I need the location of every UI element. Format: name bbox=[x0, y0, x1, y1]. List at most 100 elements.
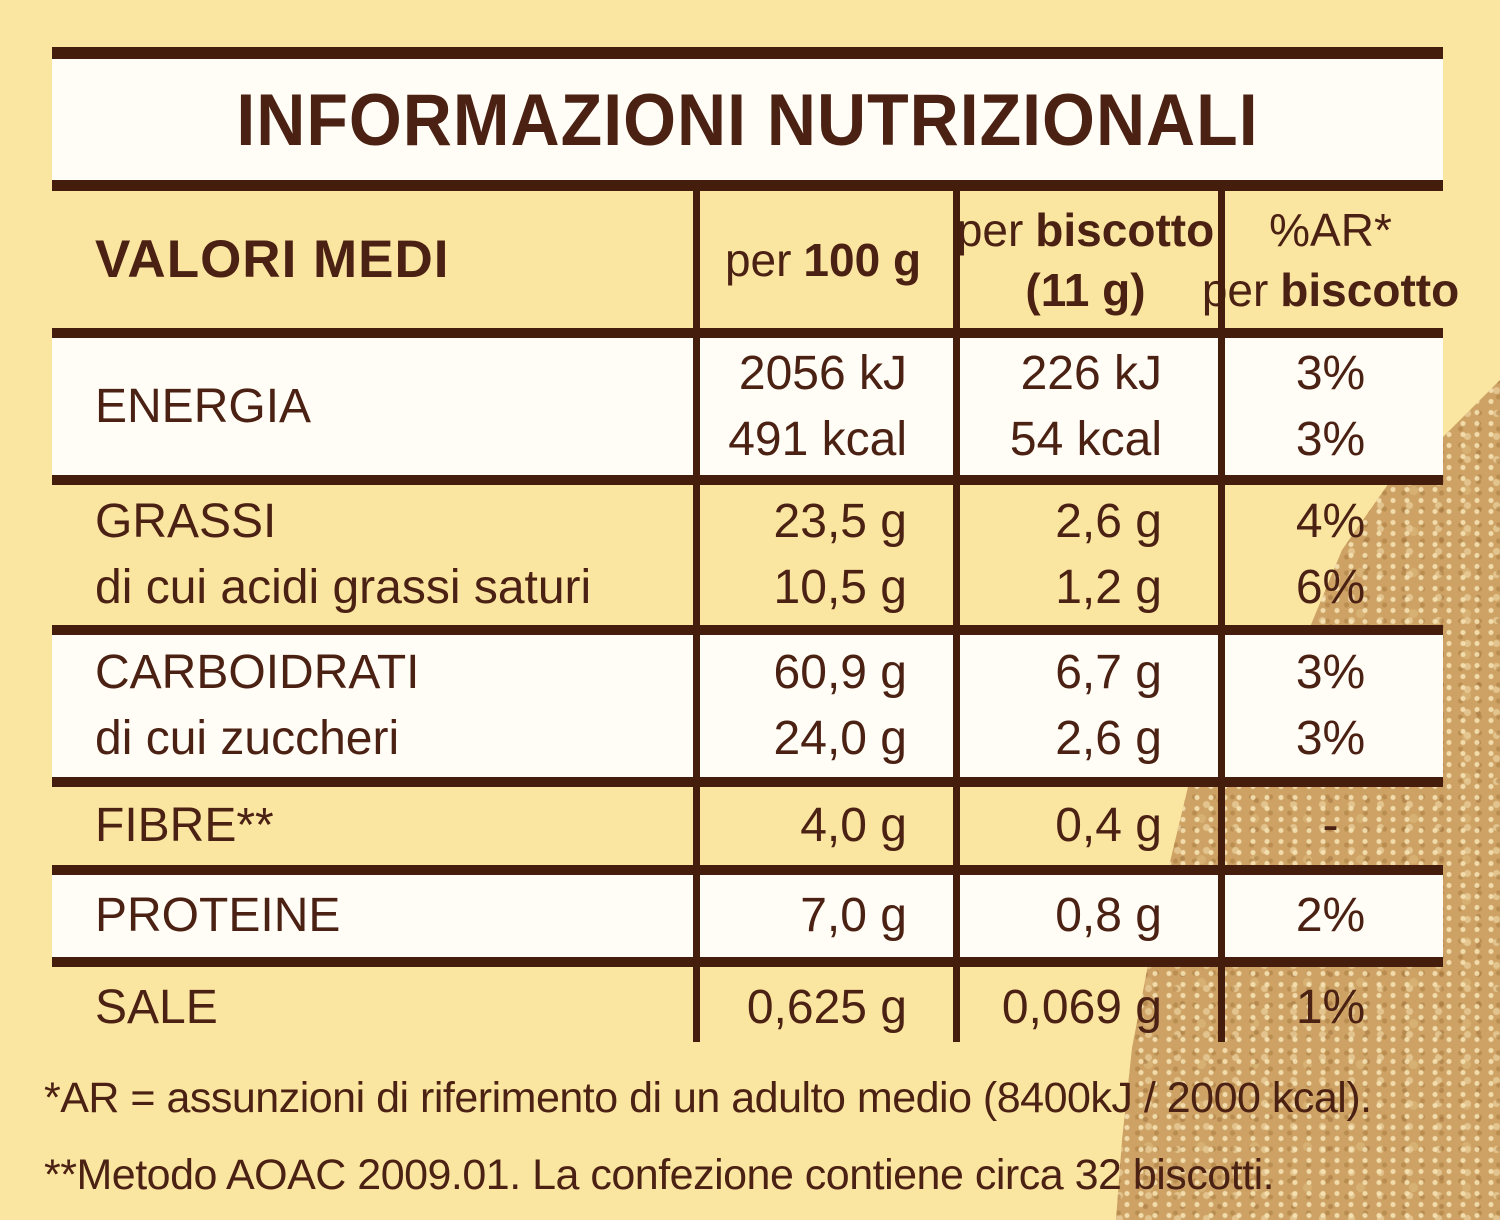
value-ar: 3% bbox=[1295, 646, 1366, 699]
value-ar-cell: 2% bbox=[1218, 875, 1443, 957]
row-label: ENERGIA bbox=[95, 379, 312, 433]
row-label-cell: CARBOIDRATI di cui zuccheri bbox=[52, 635, 693, 777]
table-row-sale: SALE 0,625 g 0,069 g 1% bbox=[52, 967, 1443, 1048]
footnote-ar: *AR = assunzioni di riferimento di un ad… bbox=[44, 1074, 1372, 1122]
value-per-100g: 2056 kJ bbox=[738, 346, 907, 400]
value-ar: - bbox=[1322, 799, 1339, 852]
header-cell-per-biscotto: per biscotto (11 g) bbox=[953, 191, 1218, 328]
table-row-energia: ENERGIA 2056 kJ 491 kcal 226 kJ 54 kcal … bbox=[52, 338, 1443, 475]
value-per-biscotto-cell: 0,069 g bbox=[953, 967, 1218, 1048]
value-ar-cell: 1% bbox=[1218, 967, 1443, 1048]
header-ar-word: biscotto bbox=[1280, 263, 1460, 316]
value-per-biscotto: 1,2 g bbox=[1055, 561, 1162, 614]
page-title: INFORMAZIONI NUTRIZIONALI bbox=[236, 78, 1259, 161]
value-per-100g-cell: 2056 kJ 491 kcal bbox=[693, 338, 953, 475]
header-cell-ar-per-biscotto: %AR* per biscotto bbox=[1202, 191, 1459, 328]
table-title-row: INFORMAZIONI NUTRIZIONALI bbox=[52, 59, 1443, 180]
value-ar: 3% bbox=[1295, 412, 1366, 466]
row-label: SALE bbox=[95, 980, 218, 1034]
value-per-biscotto-cell: 226 kJ 54 kcal bbox=[953, 338, 1218, 475]
value-ar-cell: - bbox=[1218, 787, 1443, 865]
value-ar: 3% bbox=[1295, 346, 1366, 400]
value-ar: 6% bbox=[1295, 561, 1366, 614]
value-per-100g: 23,5 g bbox=[773, 495, 907, 548]
value-per-biscotto-cell: 0,4 g bbox=[953, 787, 1218, 865]
value-per-100g: 60,9 g bbox=[773, 646, 907, 699]
table-row-fibre: FIBRE** 4,0 g 0,4 g - bbox=[52, 787, 1443, 865]
row-divider bbox=[52, 777, 1443, 787]
value-per-biscotto: 6,7 g bbox=[1055, 646, 1162, 699]
value-ar: 4% bbox=[1295, 495, 1366, 548]
footnotes: *AR = assunzioni di riferimento di un ad… bbox=[44, 1060, 1372, 1214]
column-header-ar: %AR* bbox=[1269, 203, 1392, 256]
value-per-100g: 0,625 g bbox=[746, 980, 907, 1034]
header-per-biscotto-word: biscotto bbox=[1035, 203, 1215, 256]
row-label: PROTEINE bbox=[95, 889, 341, 942]
value-ar: 2% bbox=[1295, 889, 1366, 942]
value-per-100g: 10,5 g bbox=[773, 561, 907, 614]
value-per-biscotto: 2,6 g bbox=[1055, 712, 1162, 765]
row-divider bbox=[52, 957, 1443, 967]
table-row-grassi: GRASSI di cui acidi grassi saturi 23,5 g… bbox=[52, 485, 1443, 625]
value-per-100g: 7,0 g bbox=[800, 889, 907, 942]
header-per-biscotto-prefix: per bbox=[956, 203, 1024, 256]
divider-below-title bbox=[52, 180, 1443, 191]
table-border-top bbox=[52, 47, 1443, 59]
column-header-valori-medi: VALORI MEDI bbox=[95, 230, 450, 289]
header-ar-prefix: per bbox=[1201, 263, 1269, 316]
row-label-cell: GRASSI di cui acidi grassi saturi bbox=[52, 485, 693, 625]
value-per-100g: 24,0 g bbox=[773, 712, 907, 765]
column-separator-1 bbox=[693, 191, 700, 1042]
value-ar-cell: 3% 3% bbox=[1218, 338, 1443, 475]
value-per-biscotto: 2,6 g bbox=[1055, 495, 1162, 548]
value-per-100g-cell: 60,9 g 24,0 g bbox=[693, 635, 953, 777]
value-per-100g: 4,0 g bbox=[800, 799, 907, 852]
value-ar-cell: 4% 6% bbox=[1218, 485, 1443, 625]
value-per-100g-cell: 23,5 g 10,5 g bbox=[693, 485, 953, 625]
value-per-biscotto: 0,069 g bbox=[1001, 980, 1162, 1034]
header-cell-valori-medi: VALORI MEDI bbox=[52, 191, 693, 328]
header-per-100g-prefix: per bbox=[724, 233, 792, 286]
footnote-metodo: **Metodo AOAC 2009.01. La confezione con… bbox=[44, 1151, 1275, 1199]
value-per-biscotto-cell: 0,8 g bbox=[953, 875, 1218, 957]
row-label-cell: SALE bbox=[52, 967, 693, 1048]
value-per-biscotto: 0,8 g bbox=[1055, 889, 1162, 942]
column-header-per-100g: per 100 g bbox=[725, 230, 921, 290]
nutrition-table: INFORMAZIONI NUTRIZIONALI VALORI MEDI pe… bbox=[52, 47, 1459, 1048]
value-per-biscotto: 54 kcal bbox=[1009, 412, 1162, 466]
value-ar: 3% bbox=[1295, 712, 1366, 765]
row-divider bbox=[52, 865, 1443, 875]
row-label-cell: FIBRE** bbox=[52, 787, 693, 865]
row-label: FIBRE** bbox=[95, 799, 274, 852]
value-per-biscotto-cell: 6,7 g 2,6 g bbox=[953, 635, 1218, 777]
value-per-100g-cell: 4,0 g bbox=[693, 787, 953, 865]
table-row-carboidrati: CARBOIDRATI di cui zuccheri 60,9 g 24,0 … bbox=[52, 635, 1443, 777]
table-header-row: VALORI MEDI per 100 g per biscotto (11 g) … bbox=[52, 191, 1459, 328]
value-per-100g-cell: 0,625 g bbox=[693, 967, 953, 1048]
value-ar: 1% bbox=[1295, 980, 1366, 1034]
row-label-cell: PROTEINE bbox=[52, 875, 693, 957]
value-per-100g: 491 kcal bbox=[728, 412, 907, 466]
column-separator-3 bbox=[1218, 191, 1225, 1042]
column-header-per-biscotto-weight: (11 g) bbox=[1025, 263, 1146, 316]
row-sublabel: di cui acidi grassi saturi bbox=[95, 561, 592, 614]
table-row-proteine: PROTEINE 7,0 g 0,8 g 2% bbox=[52, 875, 1443, 957]
row-divider bbox=[52, 625, 1443, 635]
row-label: GRASSI bbox=[95, 495, 277, 548]
value-ar-cell: 3% 3% bbox=[1218, 635, 1443, 777]
column-header-ar-per-biscotto-line2: per biscotto bbox=[1202, 260, 1459, 320]
header-cell-per-100g: per 100 g bbox=[693, 191, 953, 328]
value-per-biscotto: 226 kJ bbox=[1020, 346, 1162, 400]
divider-below-header bbox=[52, 328, 1443, 338]
row-label-cell: ENERGIA bbox=[52, 338, 693, 475]
row-label: CARBOIDRATI bbox=[95, 646, 420, 699]
row-sublabel: di cui zuccheri bbox=[95, 712, 400, 765]
column-separator-2 bbox=[953, 191, 960, 1042]
column-header-per-biscotto: per biscotto bbox=[957, 200, 1214, 260]
row-divider bbox=[52, 475, 1443, 485]
value-per-biscotto: 0,4 g bbox=[1055, 799, 1162, 852]
value-per-biscotto-cell: 2,6 g 1,2 g bbox=[953, 485, 1218, 625]
value-per-100g-cell: 7,0 g bbox=[693, 875, 953, 957]
header-per-100g-amount: 100 g bbox=[803, 233, 922, 286]
